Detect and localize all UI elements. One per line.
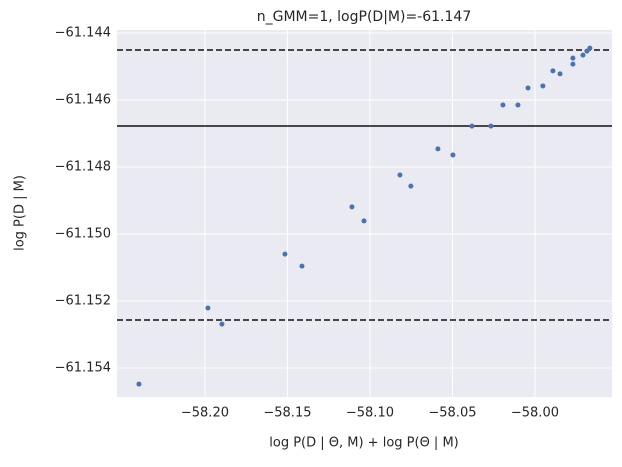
x-tick-label: −58.00 [511, 406, 559, 421]
point [580, 52, 586, 58]
point [500, 102, 506, 108]
x-tick-label: −58.15 [263, 406, 311, 421]
point [435, 146, 441, 152]
point [557, 71, 563, 77]
point [349, 204, 355, 210]
point [587, 45, 593, 51]
point [570, 61, 576, 67]
x-axis-label: log P(D | Θ, M) + log P(Θ | M) [269, 436, 458, 451]
y-tick-label: −61.150 [55, 227, 111, 242]
point [570, 55, 576, 61]
point [299, 263, 305, 269]
point [550, 68, 556, 74]
x-tick-label: −58.05 [428, 406, 476, 421]
point [219, 321, 225, 327]
point [361, 218, 367, 224]
plot-area [117, 30, 612, 397]
x-tick-label: −58.20 [181, 406, 229, 421]
point [469, 123, 475, 129]
y-tick-label: −61.154 [55, 360, 111, 375]
point [136, 381, 142, 387]
y-axis-label: log P(D | M) [13, 175, 28, 251]
y-tick-label: −61.144 [55, 26, 111, 41]
x-tick-label: −58.10 [346, 406, 394, 421]
y-tick-label: −61.152 [55, 293, 111, 308]
point [408, 183, 414, 189]
chart-title: n_GMM=1, logP(D|M)=-61.147 [257, 9, 471, 25]
y-tick-label: −61.148 [55, 160, 111, 175]
point [525, 85, 531, 91]
point [488, 123, 494, 129]
point [515, 102, 521, 108]
point [540, 83, 546, 89]
point [282, 251, 288, 257]
point [450, 152, 456, 158]
point [205, 305, 211, 311]
point [397, 172, 403, 178]
y-tick-label: −61.146 [55, 93, 111, 108]
